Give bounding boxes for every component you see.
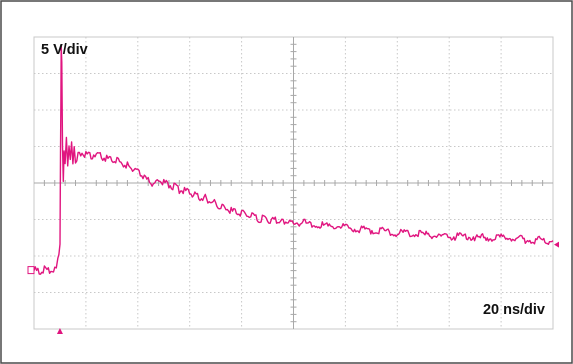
vertical-scale-label: 5 V/div bbox=[41, 42, 88, 58]
plot-area bbox=[27, 36, 559, 334]
horizontal-scale-label: 20 ns/div bbox=[483, 302, 545, 318]
trigger-position-marker bbox=[56, 328, 63, 334]
waveform-trace bbox=[33, 45, 554, 275]
ground-reference-marker bbox=[27, 266, 35, 275]
trigger-level-marker bbox=[554, 241, 559, 248]
